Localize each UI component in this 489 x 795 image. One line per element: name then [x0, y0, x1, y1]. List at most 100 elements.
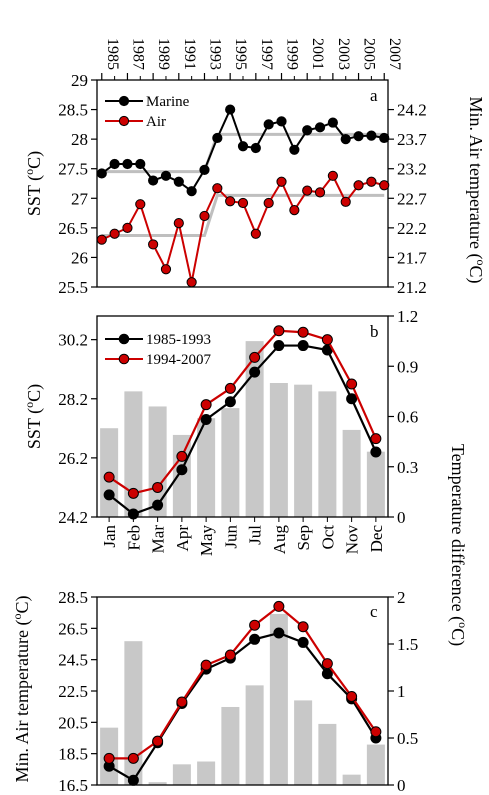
- data-point: [276, 176, 287, 187]
- y-left-tick-label: 28.2: [58, 390, 88, 409]
- data-point: [237, 197, 249, 209]
- data-point: [297, 340, 309, 352]
- month-label: Sep: [294, 525, 313, 551]
- y-left-axis-label: SST (oC): [22, 384, 45, 449]
- bar: [172, 764, 191, 785]
- y-right-tick-label: 2: [397, 588, 406, 607]
- data-point: [224, 396, 236, 408]
- legend-label: 1985-1993: [146, 332, 211, 348]
- month-label: Feb: [124, 525, 143, 551]
- data-point: [276, 116, 287, 127]
- y-left-tick-label: 24.5: [58, 651, 88, 670]
- y-left-tick-label: 28.5: [58, 101, 88, 120]
- year-tick-label: 1989: [155, 38, 172, 70]
- data-point: [340, 196, 351, 207]
- legend-label: Marine: [146, 94, 190, 110]
- year-tick-label: 1985: [104, 38, 121, 70]
- data-point: [103, 752, 115, 764]
- data-point: [122, 222, 133, 233]
- data-point: [200, 659, 212, 671]
- y-left-axis-label: Min. Air temperature (oC): [10, 596, 33, 783]
- data-point: [370, 726, 382, 738]
- legend-label: 1994-2007: [146, 352, 211, 368]
- data-point: [321, 334, 333, 346]
- bar: [269, 613, 288, 785]
- y-left-tick-label: 18.5: [58, 745, 88, 764]
- month-label: Nov: [343, 525, 362, 555]
- y-left-tick-label: 16.5: [58, 776, 88, 795]
- shared-right-axis-label: Temperature difference (oC): [447, 444, 470, 646]
- data-point: [237, 141, 249, 152]
- bar: [197, 418, 216, 517]
- month-label: Aug: [270, 525, 289, 555]
- bar: [221, 706, 240, 785]
- data-point: [176, 464, 188, 476]
- y-right-tick-label: 1: [397, 682, 406, 701]
- bar: [318, 723, 337, 785]
- y-right-tick-label: 1.2: [397, 307, 418, 326]
- data-point: [224, 649, 236, 661]
- data-point: [200, 413, 212, 425]
- data-point: [148, 239, 159, 250]
- data-point: [176, 696, 188, 708]
- series-line: [108, 631, 377, 782]
- legend-marker: [118, 95, 130, 107]
- bar: [342, 429, 361, 517]
- month-label: Mar: [149, 525, 168, 554]
- year-tick-label: 2007: [386, 38, 403, 70]
- legend-label: Air: [146, 114, 166, 130]
- y-left-tick-label: 27.5: [58, 160, 88, 179]
- y-left-tick-label: 22.5: [58, 682, 88, 701]
- legend-marker: [118, 333, 130, 345]
- panel-label: c: [370, 602, 378, 621]
- data-point: [297, 326, 309, 338]
- data-point: [263, 197, 274, 209]
- data-point: [200, 399, 212, 411]
- y-left-tick-label: 30.2: [58, 331, 88, 350]
- data-point: [370, 433, 382, 445]
- data-point: [173, 218, 184, 229]
- bar: [294, 700, 313, 785]
- data-point: [103, 471, 115, 483]
- y-left-tick-label: 28.5: [58, 588, 88, 607]
- data-point: [321, 668, 333, 680]
- bar: [124, 391, 143, 517]
- bar: [318, 391, 337, 517]
- y-right-tick-label: 22.2: [397, 219, 427, 238]
- data-point: [152, 499, 164, 511]
- year-tick-label: 2003: [335, 38, 352, 70]
- y-left-tick-label: 26: [71, 248, 88, 267]
- y-right-tick-label: 1.5: [397, 635, 418, 654]
- data-point: [127, 774, 139, 786]
- mean-step-line: [101, 193, 385, 238]
- data-point: [199, 164, 210, 175]
- year-tick-label: 2001: [309, 38, 326, 70]
- y-right-tick-label: 22.7: [397, 189, 427, 208]
- y-right-axis-label: Min. Air temperature (oC): [465, 97, 488, 284]
- y-left-tick-label: 28: [71, 130, 88, 149]
- y-left-tick-label: 27: [71, 189, 89, 208]
- data-point: [273, 600, 285, 612]
- bar: [221, 408, 240, 517]
- data-point: [152, 735, 164, 747]
- year-tick-label: 1987: [129, 38, 146, 70]
- data-point: [327, 117, 338, 128]
- bar: [294, 384, 313, 517]
- data-point: [225, 104, 236, 115]
- data-point: [186, 277, 197, 288]
- data-point: [186, 186, 197, 197]
- year-tick-label: 1997: [258, 38, 275, 70]
- y-left-tick-label: 26.5: [58, 619, 88, 638]
- y-right-tick-label: 21.2: [397, 278, 427, 297]
- data-point: [109, 228, 120, 239]
- data-point: [135, 158, 146, 170]
- data-point: [96, 168, 107, 179]
- bar: [269, 383, 288, 517]
- data-point: [366, 130, 377, 141]
- data-point: [273, 325, 285, 337]
- data-point: [152, 481, 164, 493]
- month-label: May: [197, 525, 216, 557]
- year-tick-label: 1995: [232, 38, 249, 70]
- bar: [124, 641, 143, 785]
